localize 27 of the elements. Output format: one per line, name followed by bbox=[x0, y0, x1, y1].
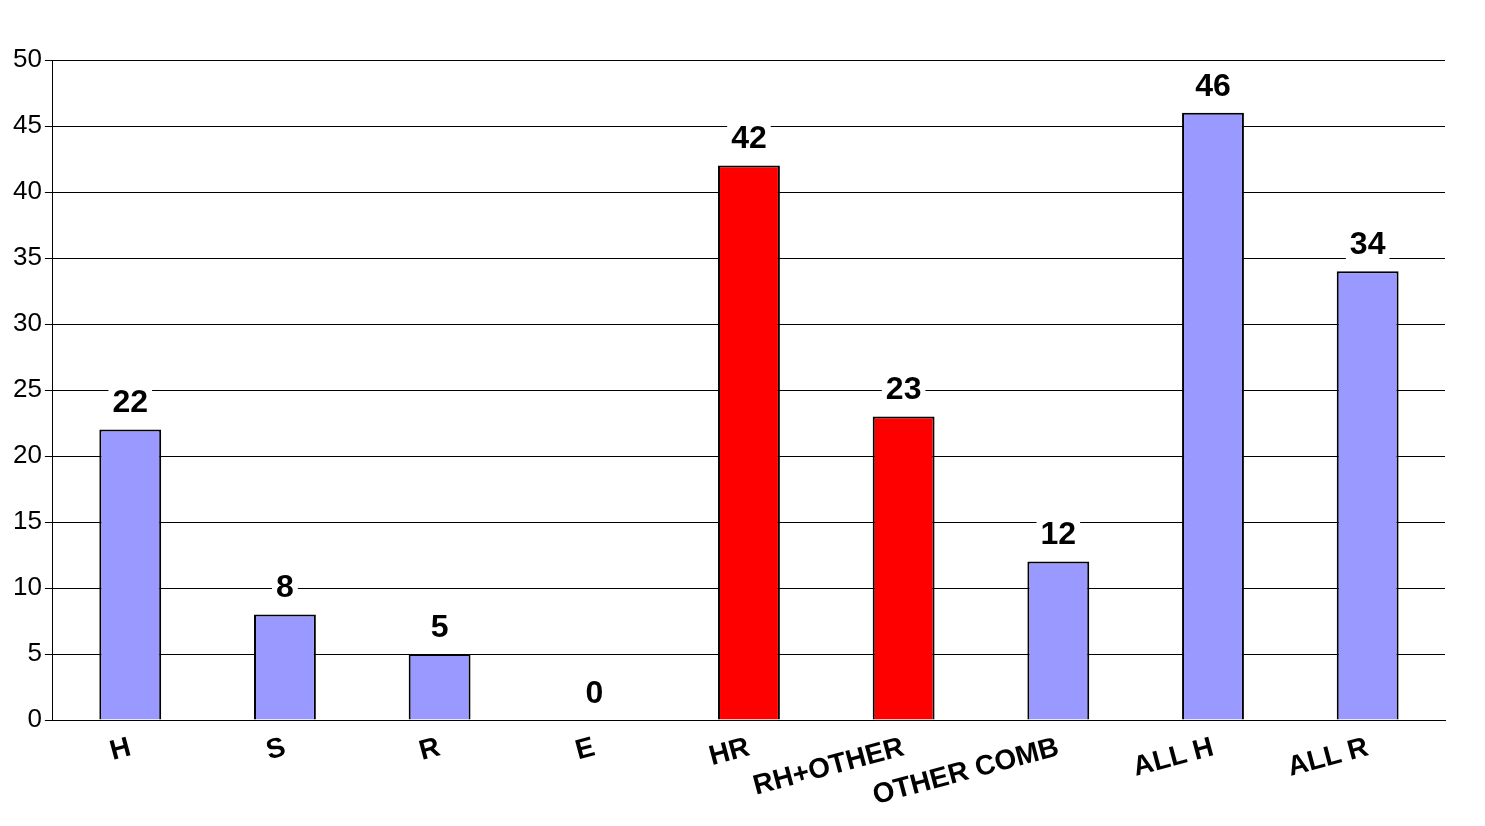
x-tick-label: HR bbox=[705, 730, 753, 771]
y-tick-label: 40 bbox=[13, 175, 42, 206]
data-label: 23 bbox=[885, 370, 922, 407]
y-tick-label: 25 bbox=[13, 373, 42, 404]
x-tick-label: ALL R bbox=[1284, 730, 1372, 782]
y-tick-label: 35 bbox=[13, 241, 42, 272]
data-label: 22 bbox=[112, 383, 149, 420]
y-tick-label: 30 bbox=[13, 307, 42, 338]
data-label: 46 bbox=[1195, 66, 1231, 103]
x-tick-label: R bbox=[415, 730, 444, 766]
y-tick-label: 45 bbox=[13, 109, 42, 140]
data-label: 0 bbox=[585, 673, 604, 710]
y-tick-label: 20 bbox=[13, 439, 42, 470]
data-label: 34 bbox=[1349, 225, 1386, 262]
data-label: 42 bbox=[731, 119, 767, 156]
x-tick-label: ALL H bbox=[1129, 730, 1217, 782]
data-label: 5 bbox=[430, 607, 449, 644]
data-label: 8 bbox=[276, 568, 294, 605]
y-tick-label: 5 bbox=[27, 637, 42, 668]
x-tick-label: H bbox=[106, 730, 134, 766]
y-tick-label: 10 bbox=[13, 571, 42, 602]
y-tick-label: 15 bbox=[13, 505, 42, 536]
x-tick-label: E bbox=[571, 730, 598, 766]
x-tick-label: S bbox=[262, 730, 289, 766]
data-label: 12 bbox=[1040, 515, 1077, 552]
y-tick-label: 50 bbox=[13, 43, 42, 74]
y-tick-label: 0 bbox=[27, 703, 42, 734]
